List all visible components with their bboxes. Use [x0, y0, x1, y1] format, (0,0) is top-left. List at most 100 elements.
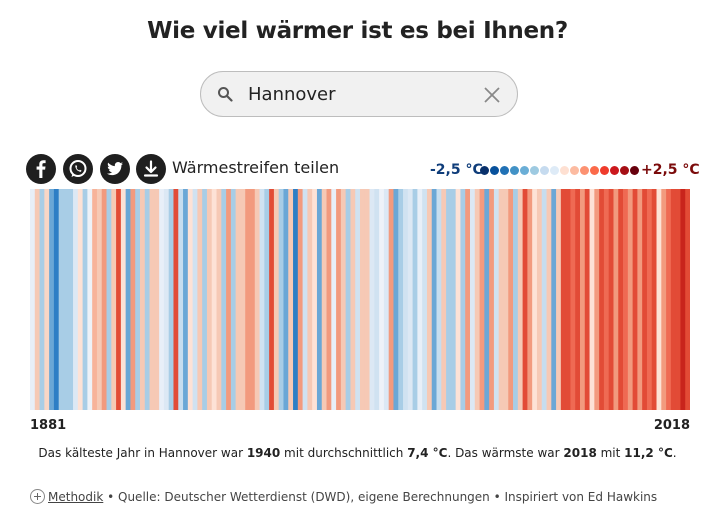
year-stripe: [637, 189, 643, 410]
year-stripe: [149, 189, 155, 410]
year-stripe: [388, 189, 394, 410]
year-stripe: [307, 189, 313, 410]
year-stripe: [675, 189, 681, 410]
year-stripe: [383, 189, 390, 410]
year-stripe: [556, 189, 562, 410]
year-stripe: [173, 189, 179, 410]
year-stripe: [273, 189, 280, 410]
year-stripe: [68, 189, 74, 410]
year-stripe: [130, 189, 136, 410]
legend-color-dot: [480, 166, 489, 175]
year-stripe: [63, 189, 69, 410]
year-stripe: [245, 189, 251, 410]
legend-color-dot: [510, 166, 519, 175]
year-stripe: [125, 189, 131, 410]
year-stripe: [331, 189, 337, 410]
year-stripe: [532, 189, 538, 410]
download-button[interactable]: [136, 154, 166, 184]
year-stripe: [479, 189, 485, 410]
year-stripe: [536, 189, 543, 410]
year-stripe: [651, 189, 657, 410]
year-stripe: [498, 189, 504, 410]
year-stripe: [336, 189, 342, 410]
legend-color-dot: [550, 166, 559, 175]
year-stripe: [584, 189, 590, 410]
year-stripe: [288, 189, 294, 410]
year-stripe: [183, 189, 189, 410]
summary-part: Das kälteste Jahr in Hannover war: [38, 446, 247, 460]
year-stripe: [661, 189, 667, 410]
year-stripe: [53, 189, 60, 410]
color-legend: [480, 166, 639, 178]
year-stripe: [407, 189, 413, 410]
year-stripe: [58, 189, 64, 410]
year-stripe: [49, 189, 55, 410]
year-stripe: [374, 189, 380, 410]
year-stripe: [321, 189, 327, 410]
warmest-temperature: 11,2 °C: [624, 446, 673, 460]
summary-part: .: [672, 446, 677, 460]
year-stripe: [30, 189, 36, 410]
coldest-temperature: 7,4 °C: [407, 446, 448, 460]
year-stripe: [140, 189, 146, 410]
year-stripe: [465, 189, 471, 410]
twitter-icon: [107, 162, 123, 176]
year-stripe: [685, 189, 690, 410]
warmest-year: 2018: [563, 446, 597, 460]
year-stripe: [455, 189, 461, 410]
year-stripe: [580, 189, 586, 410]
year-stripe: [293, 189, 299, 410]
twitter-share-button[interactable]: [100, 154, 130, 184]
year-stripe: [116, 189, 122, 410]
year-stripe: [522, 189, 528, 410]
year-stripe: [135, 189, 141, 410]
year-stripe: [422, 189, 428, 410]
year-stripe: [316, 189, 323, 410]
year-stripe: [527, 189, 533, 410]
year-stripe: [379, 189, 385, 410]
year-stripe: [226, 189, 232, 410]
year-stripe: [393, 189, 399, 410]
year-stripe: [77, 189, 83, 410]
year-stripe: [73, 189, 79, 410]
summary-part: . Das wärmste war: [447, 446, 564, 460]
year-stripe: [187, 189, 193, 410]
year-stripe: [594, 189, 600, 410]
methodik-link[interactable]: Methodik: [48, 490, 104, 504]
year-stripe: [670, 189, 677, 410]
year-stripe: [646, 189, 653, 410]
legend-color-dot: [540, 166, 549, 175]
start-year-label: 1881: [30, 418, 67, 433]
year-stripe: [101, 189, 107, 410]
year-stripe: [666, 189, 672, 410]
year-stripe: [159, 189, 165, 410]
year-stripe: [192, 189, 198, 410]
plus-icon[interactable]: [30, 489, 45, 504]
year-stripe: [230, 189, 237, 410]
year-stripe: [575, 189, 581, 410]
legend-color-dot: [600, 166, 609, 175]
summary-text: Das kälteste Jahr in Hannover war 1940 m…: [0, 446, 715, 460]
year-stripe: [202, 189, 208, 410]
search-input[interactable]: Hannover: [248, 84, 336, 105]
year-stripe: [345, 189, 351, 410]
year-stripe: [589, 189, 595, 410]
year-stripe: [450, 189, 457, 410]
year-stripe: [603, 189, 610, 410]
facebook-share-button[interactable]: [26, 154, 56, 184]
year-stripe: [240, 189, 246, 410]
summary-part: mit durchschnittlich: [280, 446, 408, 460]
whatsapp-share-button[interactable]: [63, 154, 93, 184]
search-field[interactable]: Hannover: [200, 71, 518, 117]
whatsapp-icon: [69, 160, 87, 177]
year-stripe: [350, 189, 356, 410]
year-stripe: [484, 189, 490, 410]
page-title: Wie viel wärmer ist es bei Ihnen?: [147, 18, 568, 44]
year-stripe: [436, 189, 442, 410]
year-stripe: [269, 189, 275, 410]
year-stripe: [259, 189, 265, 410]
year-stripe: [613, 189, 619, 410]
year-stripe: [364, 189, 370, 410]
legend-color-dot: [590, 166, 599, 175]
close-icon[interactable]: [481, 84, 503, 106]
